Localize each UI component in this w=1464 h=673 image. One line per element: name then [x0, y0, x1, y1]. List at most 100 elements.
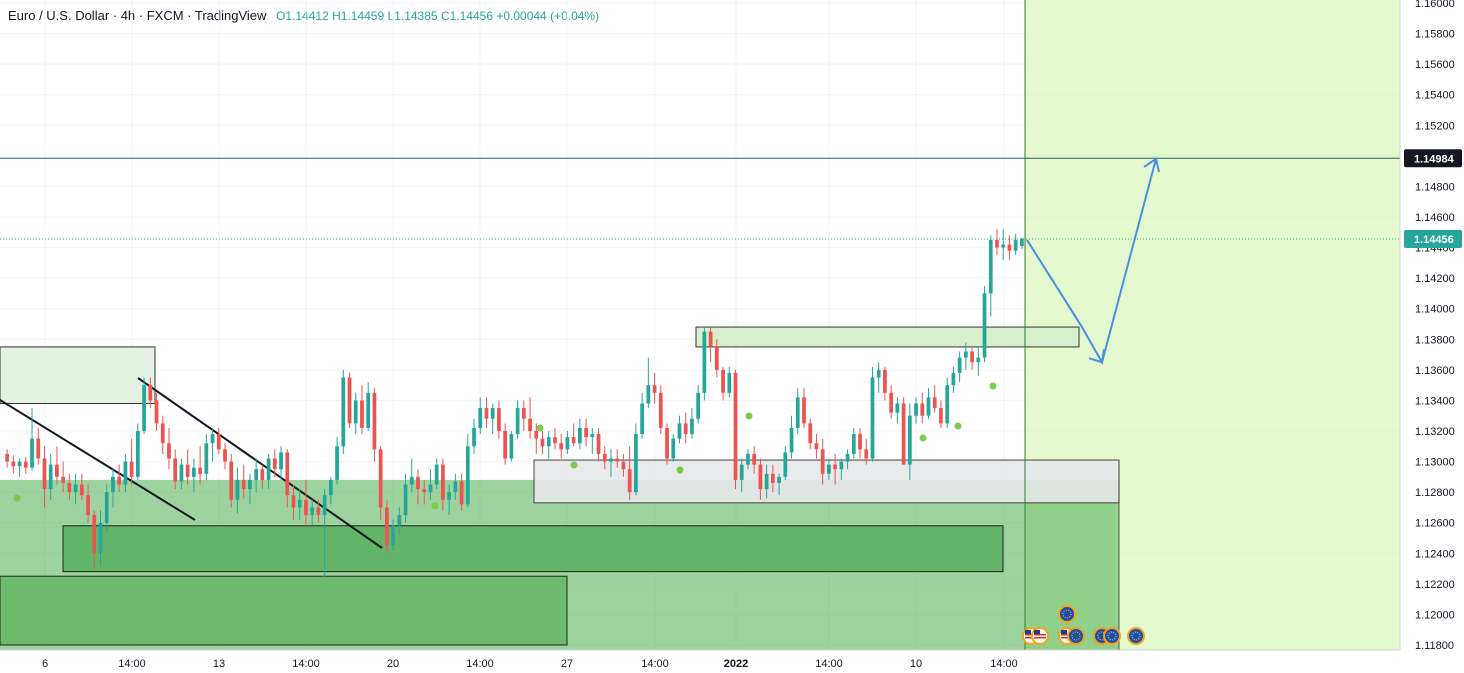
low-value: 1.14385: [394, 9, 438, 23]
us-flag-canton: [1061, 630, 1067, 634]
signal-dot: [431, 502, 439, 510]
signal-dots-layer: [13, 382, 997, 510]
candle-body: [73, 484, 78, 493]
price-tick-label: 1.15200: [1415, 120, 1455, 132]
us-flag-stripe: [1061, 637, 1073, 639]
candle-body: [1013, 239, 1018, 251]
price-tick-label: 1.15600: [1415, 59, 1455, 71]
time-tick-label: 14:00: [466, 658, 494, 670]
candle-body: [839, 461, 844, 470]
candle-body: [995, 239, 999, 248]
candle-body: [335, 446, 339, 480]
time-axis-bg: [0, 650, 1464, 673]
symbol-title[interactable]: Euro / U.S. Dollar · 4h · FXCM · Trading…: [8, 8, 267, 23]
candle-body: [640, 403, 644, 435]
candle-body: [453, 481, 458, 493]
open-value: 1.14412: [285, 9, 329, 23]
candle-body: [92, 515, 97, 554]
trendline-2[interactable]: [137, 377, 383, 549]
candle-body: [86, 495, 90, 516]
candle-body: [279, 452, 283, 470]
candle-body: [988, 239, 993, 294]
candle-body: [621, 461, 626, 470]
candle-body: [36, 438, 41, 459]
candle-body: [229, 461, 234, 500]
us-flag-stripe: [1034, 637, 1046, 639]
candle-body: [976, 357, 981, 363]
candle-body: [478, 408, 483, 428]
candle-body: [353, 400, 358, 424]
close-value: 1.14456: [449, 9, 493, 23]
last-price-label: 1.14456: [1414, 234, 1454, 246]
candle-body: [901, 403, 906, 465]
candle-body: [739, 464, 744, 480]
candle-body: [409, 476, 414, 485]
candle-body: [546, 437, 551, 447]
candle-body: [428, 484, 433, 493]
candle-body: [297, 499, 302, 508]
candle-body: [515, 408, 520, 435]
candle-body: [135, 431, 140, 477]
candle-body: [179, 464, 184, 482]
target-price-badge: [1404, 149, 1462, 168]
candle-body: [609, 458, 613, 462]
candle-body: [266, 458, 271, 480]
candle-body: [422, 489, 427, 493]
candle-body: [963, 351, 968, 358]
eu-flag-stars: [1131, 631, 1141, 641]
candle-body: [777, 476, 781, 483]
price-tick-label: 1.14200: [1415, 273, 1455, 285]
candle-body: [864, 449, 869, 459]
price-tick-label: 1.11800: [1415, 640, 1454, 652]
time-tick-label: 10: [910, 658, 922, 670]
price-tick-label: 1.15400: [1415, 90, 1455, 102]
price-lines-layer: [0, 157, 1400, 240]
candle-body: [447, 492, 451, 500]
candles-layer: [5, 229, 1024, 578]
candle-body: [154, 400, 159, 424]
candle-body: [764, 473, 769, 490]
candle-body: [459, 481, 464, 505]
candle-body: [385, 507, 389, 546]
candle-body: [683, 423, 688, 435]
candle-body: [951, 372, 956, 386]
candle-body: [291, 495, 296, 508]
candle-body: [820, 449, 825, 474]
candle-body: [310, 507, 315, 516]
candle-body: [111, 476, 115, 493]
candle-body: [434, 464, 439, 485]
candle-body: [372, 392, 377, 450]
time-tick-label: 14:00: [292, 658, 320, 670]
candle-body: [254, 469, 259, 480]
candle-body: [982, 293, 987, 358]
signal-dot: [676, 466, 684, 474]
candle-body: [851, 434, 856, 454]
price-tick-label: 1.14800: [1415, 181, 1455, 193]
candle-body: [590, 434, 595, 438]
candle-body: [733, 372, 738, 480]
candle-body: [248, 479, 252, 490]
candle-body: [316, 507, 321, 516]
candle-body: [615, 458, 620, 462]
time-axis[interactable]: 6 14:00 13 14:00 20 14:00 27 14:00 2022 14:00 10 14…: [42, 658, 1018, 670]
candle-body: [795, 397, 800, 428]
time-tick-label: 14:00: [815, 658, 843, 670]
signal-dot: [919, 434, 927, 442]
candle-body: [883, 369, 887, 393]
candle-body: [48, 464, 53, 490]
candle-body: [503, 431, 508, 459]
candle-body: [671, 438, 676, 459]
candle-body: [490, 408, 495, 419]
candle-body: [702, 331, 707, 393]
candle-body: [204, 443, 209, 474]
price-axis[interactable]: 1.160001.158001.156001.154001.152001.150…: [1404, 0, 1462, 652]
us-flag-stripe: [1025, 637, 1037, 639]
eu-flag-icon: [1129, 629, 1143, 643]
candle-body: [926, 397, 931, 416]
candle-body: [870, 377, 875, 459]
forecast-arrow[interactable]: [1026, 157, 1160, 365]
candle-body: [55, 464, 59, 477]
eu-flag-stars: [1107, 631, 1117, 641]
candle-body: [559, 443, 564, 450]
